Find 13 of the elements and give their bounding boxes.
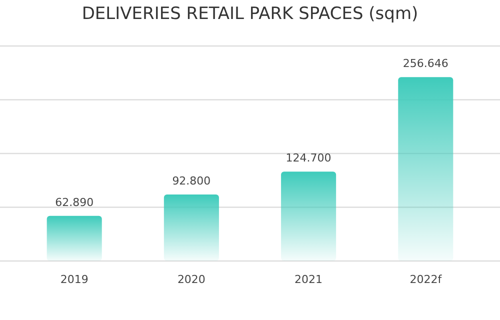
x-tick-label: 2019: [60, 273, 88, 286]
data-label: 62.890: [55, 196, 94, 209]
data-label: 256.646: [402, 57, 448, 70]
bar: [281, 172, 336, 261]
bar: [46, 216, 102, 261]
bar: [164, 194, 219, 261]
chart-title: DELIVERIES RETAIL PARK SPACES (sqm): [82, 4, 418, 24]
x-tick-label: 2021: [294, 273, 323, 286]
data-label: 92.800: [172, 174, 211, 188]
bar: [398, 77, 454, 261]
x-tick-label: 2022f: [410, 273, 443, 286]
data-label: 124.700: [286, 152, 332, 165]
x-tick-label: 2020: [177, 273, 206, 286]
